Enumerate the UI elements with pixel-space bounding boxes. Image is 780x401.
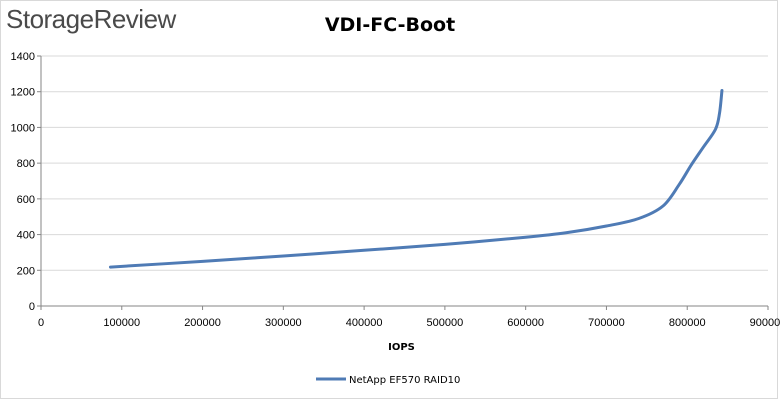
y-tick-label-2: 400 <box>17 230 35 242</box>
y-tick-label-3: 600 <box>17 194 35 206</box>
x-tick-label-1: 100000 <box>103 317 140 329</box>
y-tick-label-6: 1200 <box>11 87 35 99</box>
y-tick-label-7: 1400 <box>11 51 35 63</box>
x-tick-label-3: 300000 <box>265 317 302 329</box>
y-tick-label-5: 1000 <box>11 122 35 134</box>
y-tick-label-0: 0 <box>29 301 35 313</box>
gridlines <box>41 55 768 271</box>
x-tick-label-4: 400000 <box>346 317 383 329</box>
brand-logo: StorageReview <box>6 4 176 34</box>
x-axis-label: IOPS <box>388 342 415 353</box>
legend-entry: NetApp EF570 RAID10 <box>349 375 460 386</box>
x-tick-label-5: 500000 <box>427 317 464 329</box>
tick-labels: 0 200 400 600 800 1000 1200 1400 0 100000 200000 30… <box>11 51 780 329</box>
x-tick-label-9: 900000 <box>750 317 780 329</box>
x-tick-label-2: 200000 <box>184 317 221 329</box>
x-tick-label-8: 800000 <box>669 317 706 329</box>
y-tick-label-1: 200 <box>17 265 35 277</box>
x-tick-label-7: 700000 <box>588 317 625 329</box>
legend: NetApp EF570 RAID10 <box>316 375 460 386</box>
chart-title: VDI-FC-Boot <box>324 14 456 36</box>
x-tick-label-6: 600000 <box>507 317 544 329</box>
series-layer <box>108 88 724 269</box>
x-tick-label-0: 0 <box>38 317 44 329</box>
axes <box>37 55 769 310</box>
series-line-0 <box>108 88 724 269</box>
y-tick-label-4: 800 <box>17 158 35 170</box>
